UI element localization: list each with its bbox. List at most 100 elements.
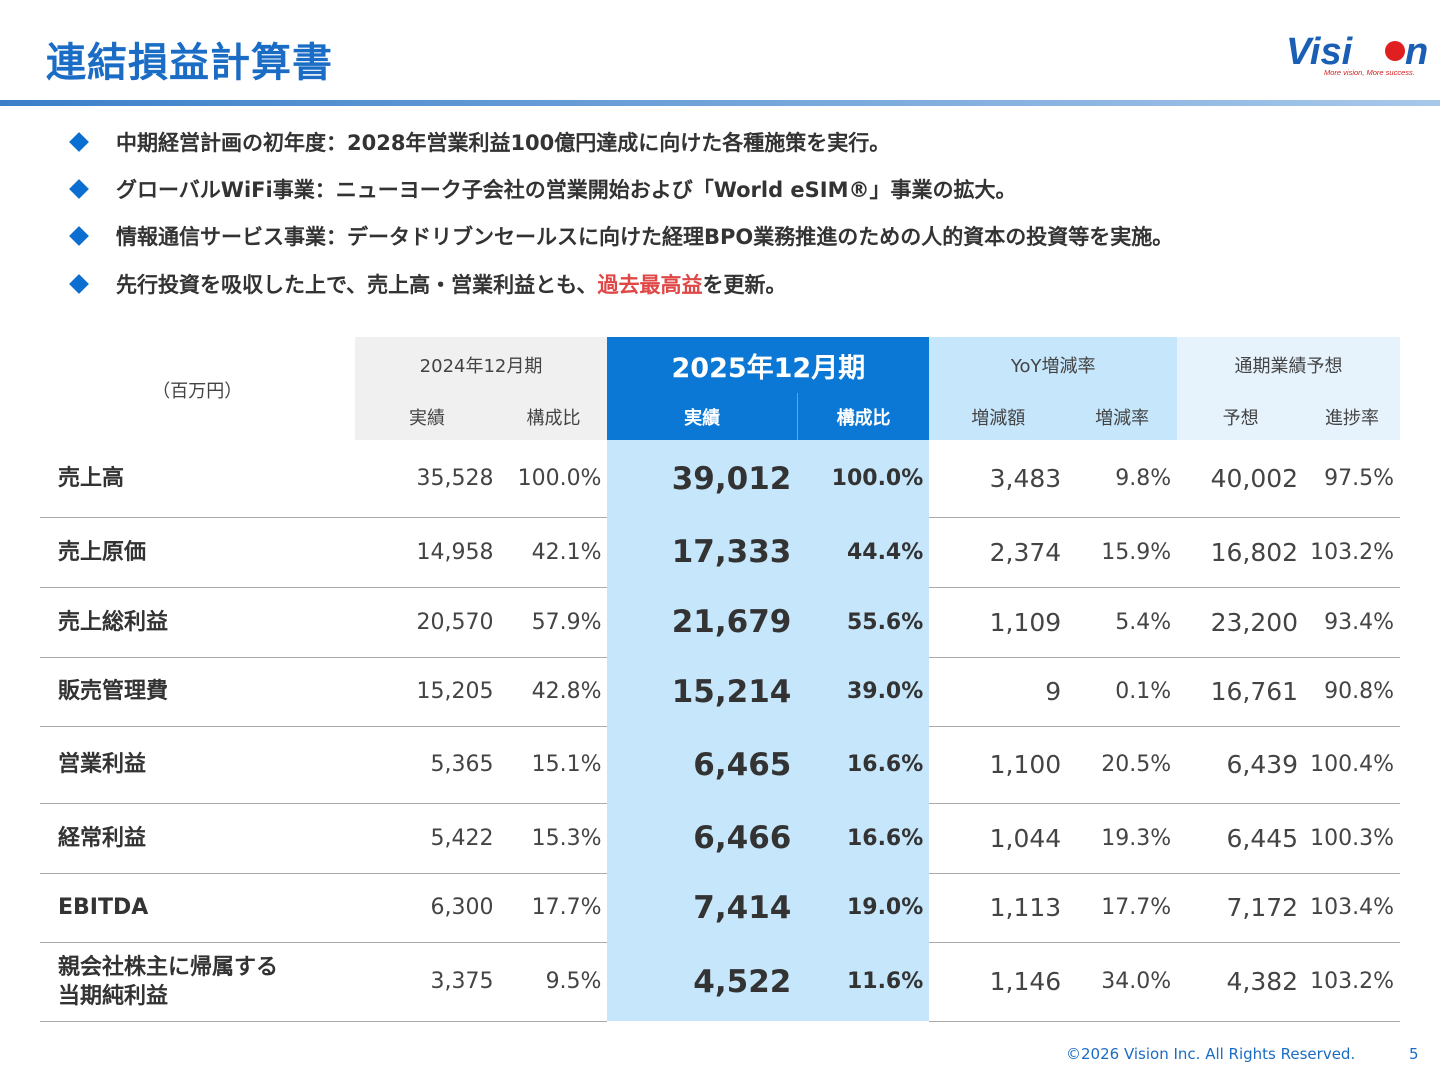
cell-value: 15,205	[354, 657, 500, 727]
cell-value: 19.3%	[1067, 803, 1178, 874]
subheader: 増減額	[929, 393, 1068, 440]
cell-value: 16.6%	[797, 726, 930, 803]
cell-value: 15.1%	[499, 726, 608, 804]
bullet-text: グローバルWiFi事業：ニューヨーク子会社の営業開始および「World eSIM…	[116, 178, 1017, 202]
cell-value: 7,414	[607, 873, 798, 942]
bullet-item: 先行投資を吸収した上で、売上高・営業利益とも、過去最高益を更新。	[68, 269, 787, 299]
cell-value: 6,439	[1177, 726, 1305, 804]
cell-value: 103.2%	[1304, 942, 1400, 1022]
cell-value: 17.7%	[1067, 873, 1178, 943]
cell-value: 42.1%	[499, 517, 608, 588]
cell-value: 14,958	[354, 517, 500, 588]
text-pre: 先行投資を吸収した上で、売上高・営業利益とも、	[116, 273, 598, 297]
row-label: 売上高	[40, 440, 355, 518]
cell-value: 9.5%	[499, 942, 608, 1022]
cell-value: 55.6%	[797, 587, 930, 657]
svg-text:Visi: Visi	[1286, 31, 1354, 73]
header-divider	[0, 100, 1440, 106]
cell-value: 103.2%	[1304, 517, 1400, 588]
bullet-item: グローバルWiFi事業：ニューヨーク子会社の営業開始および「World eSIM…	[68, 174, 1017, 204]
cell-value: 93.4%	[1304, 587, 1400, 658]
cell-value: 97.5%	[1304, 440, 1400, 518]
table-row: 営業利益 5,365 15.1% 6,465 16.6% 1,100 20.5% 6,439 1…	[40, 726, 1400, 804]
row-label: 親会社株主に帰属する 当期純利益	[40, 942, 355, 1022]
copyright: ©2026 Vision Inc. All Rights Reserved.	[1066, 1045, 1356, 1063]
cell-value: 9.8%	[1067, 440, 1178, 518]
diamond-icon	[69, 274, 89, 294]
cell-value: 4,382	[1177, 942, 1305, 1022]
bullet-item: 情報通信サービス事業：データドリブンセールスに向けた経理BPO業務推進のための人…	[68, 221, 1173, 251]
svg-text:n: n	[1405, 31, 1428, 73]
table-row: EBITDA 6,300 17.7% 7,414 19.0% 1,113 17.7% 7,17…	[40, 873, 1400, 943]
row-label: EBITDA	[40, 873, 355, 943]
subheader: 構成比	[797, 393, 930, 440]
cell-value: 1,044	[929, 803, 1068, 874]
cell-value: 0.1%	[1067, 657, 1178, 727]
table-row: 経常利益 5,422 15.3% 6,466 16.6% 1,044 19.3% 6,445 1…	[40, 803, 1400, 874]
subheader: 増減率	[1067, 393, 1178, 440]
vision-logo: Visi n More vision, More success.	[1286, 31, 1428, 77]
svg-text:More vision, More success.: More vision, More success.	[1324, 68, 1415, 77]
cell-value: 16.6%	[797, 803, 930, 873]
cell-value: 15.9%	[1067, 517, 1178, 588]
cell-value: 100.0%	[499, 440, 608, 518]
cell-value: 5,422	[354, 803, 500, 874]
diamond-icon	[69, 179, 89, 199]
subheader: 進捗率	[1304, 393, 1400, 440]
cell-value: 9	[929, 657, 1068, 727]
cell-value: 103.4%	[1304, 873, 1400, 943]
cell-value: 6,466	[607, 803, 798, 873]
cell-value: 19.0%	[797, 873, 930, 942]
bullet-item: 中期経営計画の初年度：2028年営業利益100億円達成に向けた各種施策を実行。	[68, 127, 890, 157]
subheader: 実績	[354, 393, 500, 440]
cell-value: 90.8%	[1304, 657, 1400, 727]
text-post: を更新。	[702, 273, 787, 297]
cell-value: 100.4%	[1304, 726, 1400, 804]
table-row: 売上原価 14,958 42.1% 17,333 44.4% 2,374 15.9% 16,8…	[40, 517, 1400, 588]
group-2025: 2025年12月期	[607, 337, 930, 393]
row-label: 売上原価	[40, 517, 355, 588]
cell-value: 16,802	[1177, 517, 1305, 588]
income-statement-table: （百万円） 2024年12月期 2025年12月期 YoY増減率 通期業績予想 …	[40, 337, 1400, 1022]
cell-value: 16,761	[1177, 657, 1305, 727]
row-label: 営業利益	[40, 726, 355, 804]
diamond-icon	[69, 226, 89, 246]
cell-value: 23,200	[1177, 587, 1305, 658]
cell-value: 44.4%	[797, 517, 930, 587]
group-2024: 2024年12月期	[354, 337, 608, 393]
cell-value: 6,300	[354, 873, 500, 943]
page-title: 連結損益計算書	[46, 40, 333, 86]
subheader: 実績	[607, 393, 798, 440]
cell-value: 6,465	[607, 726, 798, 803]
row-label: 販売管理費	[40, 657, 355, 727]
cell-value: 5.4%	[1067, 587, 1178, 658]
cell-value: 42.8%	[499, 657, 608, 727]
cell-value: 4,522	[607, 942, 798, 1021]
cell-value: 11.6%	[797, 942, 930, 1021]
cell-value: 5,365	[354, 726, 500, 804]
cell-value: 17,333	[607, 517, 798, 587]
cell-value: 1,113	[929, 873, 1068, 943]
cell-value: 39,012	[607, 440, 798, 517]
cell-value: 15,214	[607, 657, 798, 726]
unit-label: （百万円）	[152, 381, 243, 402]
table-row: 売上総利益 20,570 57.9% 21,679 55.6% 1,109 5.4% 23,2…	[40, 587, 1400, 658]
cell-value: 20,570	[354, 587, 500, 658]
cell-value: 1,146	[929, 942, 1068, 1022]
highlight-text: 過去最高益	[597, 273, 703, 297]
cell-value: 15.3%	[499, 803, 608, 874]
subheader: 構成比	[499, 393, 608, 440]
group-forecast: 通期業績予想	[1177, 337, 1400, 393]
row-label: 経常利益	[40, 803, 355, 874]
cell-value: 57.9%	[499, 587, 608, 658]
cell-value: 20.5%	[1067, 726, 1178, 804]
bullet-text: 中期経営計画の初年度：2028年営業利益100億円達成に向けた各種施策を実行。	[116, 131, 891, 155]
cell-value: 17.7%	[499, 873, 608, 943]
page-number: 5	[1409, 1045, 1419, 1063]
cell-value: 2,374	[929, 517, 1068, 588]
cell-value: 6,445	[1177, 803, 1305, 874]
cell-value: 34.0%	[1067, 942, 1178, 1022]
cell-value: 100.3%	[1304, 803, 1400, 874]
cell-value: 39.0%	[797, 657, 930, 726]
bullet-text: 情報通信サービス事業：データドリブンセールスに向けた経理BPO業務推進のための人…	[116, 225, 1174, 249]
